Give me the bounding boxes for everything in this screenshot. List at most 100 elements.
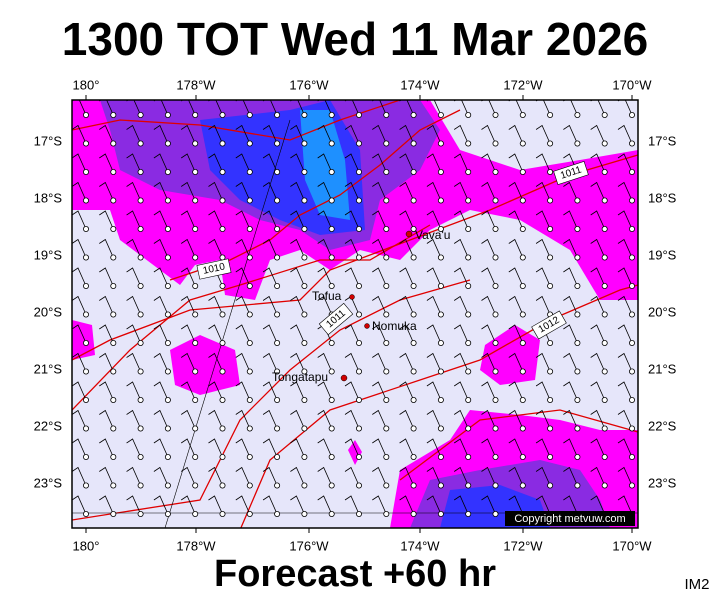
wind-station: [137, 339, 144, 346]
wind-barb: [235, 409, 251, 429]
wind-barb: [590, 438, 606, 458]
wind-station: [492, 311, 499, 318]
wind-station: [192, 225, 199, 232]
wind-barb: [453, 267, 469, 287]
wind-station: [219, 254, 226, 261]
wind-barb: [617, 495, 633, 515]
wind-station: [164, 168, 171, 175]
wind-barb: [344, 409, 360, 429]
wind-barb: [153, 295, 169, 315]
wind-station: [383, 453, 390, 460]
wind-station: [547, 425, 554, 432]
wind-station: [437, 225, 444, 232]
wind-station: [274, 254, 281, 261]
wind-station: [192, 140, 199, 147]
wind-barb: [180, 124, 196, 144]
wind-barb: [72, 466, 87, 486]
wind-barb: [317, 466, 333, 486]
wind-station: [629, 112, 636, 119]
wind-barb: [99, 124, 114, 144]
wind-station: [519, 225, 526, 232]
wind-barb: [317, 238, 333, 258]
wind-barb: [72, 100, 87, 116]
wind-barb: [372, 124, 387, 144]
wind-barb: [372, 352, 387, 372]
lon-label: 174°W: [400, 538, 440, 553]
wind-station: [437, 254, 444, 261]
wind-station: [574, 453, 581, 460]
copyright-box: [505, 511, 635, 526]
wind-station: [219, 368, 226, 375]
wind-station: [519, 311, 526, 318]
wind-barb: [426, 153, 442, 173]
wind-barb: [344, 438, 360, 458]
wind-station: [492, 396, 499, 403]
wind-station: [219, 425, 226, 432]
wind-barb: [399, 409, 414, 429]
wind-barb: [153, 324, 169, 344]
wind-barb: [590, 210, 606, 230]
wind-station: [601, 425, 608, 432]
wind-station: [601, 254, 608, 261]
wind-barb: [453, 409, 469, 429]
wind-station: [383, 168, 390, 175]
wind-barb: [208, 324, 223, 344]
wind-barb: [290, 381, 305, 401]
lat-label: 18°S: [648, 190, 677, 205]
wind-barb: [590, 267, 606, 287]
wind-station: [629, 254, 636, 261]
wind-station: [601, 311, 608, 318]
wind-station: [410, 197, 417, 204]
wind-barb: [262, 324, 278, 344]
lon-label: 172°W: [503, 77, 543, 92]
wind-station: [246, 197, 253, 204]
wind-barb: [481, 466, 496, 486]
wind-station: [301, 482, 308, 489]
wind-barb: [99, 466, 114, 486]
wind-station: [629, 482, 636, 489]
wind-station: [410, 254, 417, 261]
wind-barb: [508, 181, 524, 201]
wind-station: [301, 140, 308, 147]
wind-barb: [617, 181, 633, 201]
wind-station: [301, 368, 308, 375]
wind-barb: [453, 438, 469, 458]
wind-station: [164, 425, 171, 432]
wind-barb: [453, 295, 469, 315]
wind-station: [519, 282, 526, 289]
wind-station: [219, 339, 226, 346]
wind-barb: [153, 495, 169, 515]
map-area: 1011 1010 1011 1012 Vava'u Tofua Nomuka …: [72, 100, 638, 528]
wind-station: [383, 197, 390, 204]
wind-station: [492, 339, 499, 346]
wind-barb: [180, 181, 196, 201]
wind-barb: [72, 495, 87, 515]
wind-station: [110, 396, 117, 403]
wind-station: [246, 339, 253, 346]
wind-station: [355, 510, 362, 517]
wind-barb: [399, 352, 414, 372]
wind-station: [437, 282, 444, 289]
copyright: Copyright metvuw.com: [514, 513, 625, 525]
wind-barb: [72, 438, 87, 458]
wind-station: [192, 368, 199, 375]
wind-station: [601, 225, 608, 232]
wind-barb: [426, 124, 442, 144]
wind-barb: [208, 409, 223, 429]
lat-label: 20°S: [648, 304, 677, 319]
wind-barb: [262, 124, 278, 144]
wind-barb: [535, 381, 551, 401]
wind-station: [629, 368, 636, 375]
lat-label: 23°S: [34, 475, 63, 490]
wind-barb: [399, 153, 414, 173]
wind-barb: [372, 409, 387, 429]
lon-label: 180°: [73, 538, 100, 553]
wind-barb: [481, 495, 496, 515]
wind-barb: [426, 267, 442, 287]
wind-barb: [235, 181, 251, 201]
lat-label: 17°S: [34, 133, 63, 148]
subtitle: Forecast +60 hr: [214, 553, 496, 595]
wind-station: [83, 396, 90, 403]
wind-barb: [208, 153, 223, 173]
wind-barb: [99, 409, 114, 429]
